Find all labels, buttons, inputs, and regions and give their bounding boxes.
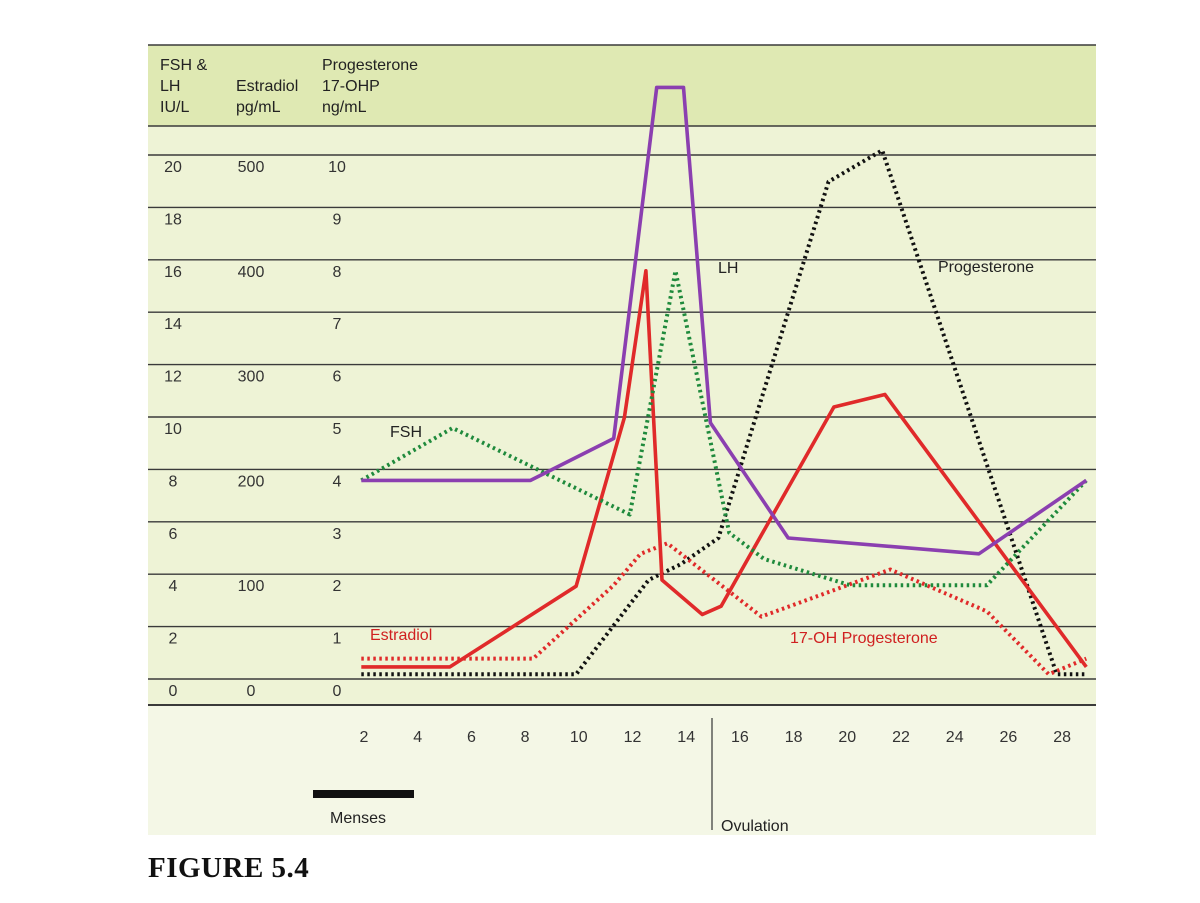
tick-fsh-lh: 16	[164, 264, 182, 281]
chart-panel	[148, 45, 1096, 835]
tick-day: 2	[360, 729, 369, 746]
fsh-label: FSH	[390, 424, 422, 441]
tick-progesterone: 2	[333, 578, 342, 595]
tick-progesterone: 9	[333, 211, 342, 228]
tick-progesterone: 8	[333, 264, 342, 281]
tick-day: 22	[892, 729, 910, 746]
series-lh	[361, 85, 1088, 556]
header-estradiol-unit: pg/mL	[236, 99, 281, 116]
tick-progesterone: 3	[333, 526, 342, 543]
tick-fsh-lh: 20	[164, 159, 182, 176]
tick-day: 14	[677, 729, 695, 746]
series-labels: FSH LH Estradiol 17-OH Progesterone Prog…	[370, 259, 1034, 647]
tick-fsh-lh: 10	[164, 421, 182, 438]
ovulation-label: Ovulation	[721, 818, 789, 835]
tick-progesterone: 4	[333, 473, 342, 490]
header-fsh-line1: FSH &	[160, 57, 207, 74]
series-fsh	[360, 268, 1088, 588]
tick-fsh-lh: 2	[169, 631, 178, 648]
tick-fsh-lh: 0	[169, 683, 178, 700]
header-progesterone: Progesterone	[322, 57, 418, 74]
tick-estradiol: 100	[238, 578, 265, 595]
x-axis-band	[148, 705, 1096, 835]
tick-day: 16	[731, 729, 749, 746]
menses-label: Menses	[330, 810, 386, 827]
tick-day: 26	[1000, 729, 1018, 746]
menses-bar	[313, 790, 414, 798]
tick-estradiol: 200	[238, 473, 265, 490]
estradiol-label: Estradiol	[370, 627, 432, 644]
axis-tick-labels: 2018161412108642050040030020010001098765…	[164, 159, 1071, 746]
tick-progesterone: 10	[328, 159, 346, 176]
chart-header-band	[148, 45, 1096, 126]
header-prog-unit: ng/mL	[322, 99, 367, 116]
axis-header: FSH & LH IU/L Estradiol pg/mL Progestero…	[160, 57, 418, 116]
tick-estradiol: 0	[247, 683, 256, 700]
tick-fsh-lh: 6	[169, 526, 178, 543]
annotations: Menses Ovulation	[313, 718, 789, 835]
tick-day: 4	[413, 729, 422, 746]
header-estradiol: Estradiol	[236, 78, 298, 95]
tick-progesterone: 0	[333, 683, 342, 700]
tick-progesterone: 1	[333, 631, 342, 648]
tick-fsh-lh: 4	[169, 578, 178, 595]
series-17-oh-progesterone	[361, 541, 1088, 677]
tick-fsh-lh: 14	[164, 316, 182, 333]
tick-day: 20	[838, 729, 856, 746]
tick-progesterone: 6	[333, 369, 342, 386]
header-fsh-line2: LH	[160, 78, 180, 95]
tick-fsh-lh: 12	[164, 369, 182, 386]
series-progesterone	[361, 148, 1087, 677]
tick-fsh-lh: 8	[169, 473, 178, 490]
tick-progesterone: 7	[333, 316, 342, 333]
tick-progesterone: 5	[333, 421, 342, 438]
tick-day: 10	[570, 729, 588, 746]
header-fsh-unit: IU/L	[160, 99, 189, 116]
series-lines	[360, 85, 1088, 677]
tick-estradiol: 400	[238, 264, 265, 281]
header-17ohp: 17-OHP	[322, 78, 380, 95]
tick-day: 12	[624, 729, 642, 746]
lh-label: LH	[718, 260, 738, 277]
tick-estradiol: 500	[238, 159, 265, 176]
tick-fsh-lh: 18	[164, 211, 182, 228]
tick-day: 6	[467, 729, 476, 746]
ohp17-label: 17-OH Progesterone	[790, 630, 938, 647]
figure-title: FIGURE 5.4	[148, 852, 310, 884]
series-estradiol	[361, 268, 1088, 669]
tick-day: 28	[1053, 729, 1071, 746]
tick-estradiol: 300	[238, 369, 265, 386]
tick-day: 24	[946, 729, 964, 746]
tick-day: 18	[785, 729, 803, 746]
tick-day: 8	[521, 729, 530, 746]
progesterone-label: Progesterone	[938, 259, 1034, 276]
